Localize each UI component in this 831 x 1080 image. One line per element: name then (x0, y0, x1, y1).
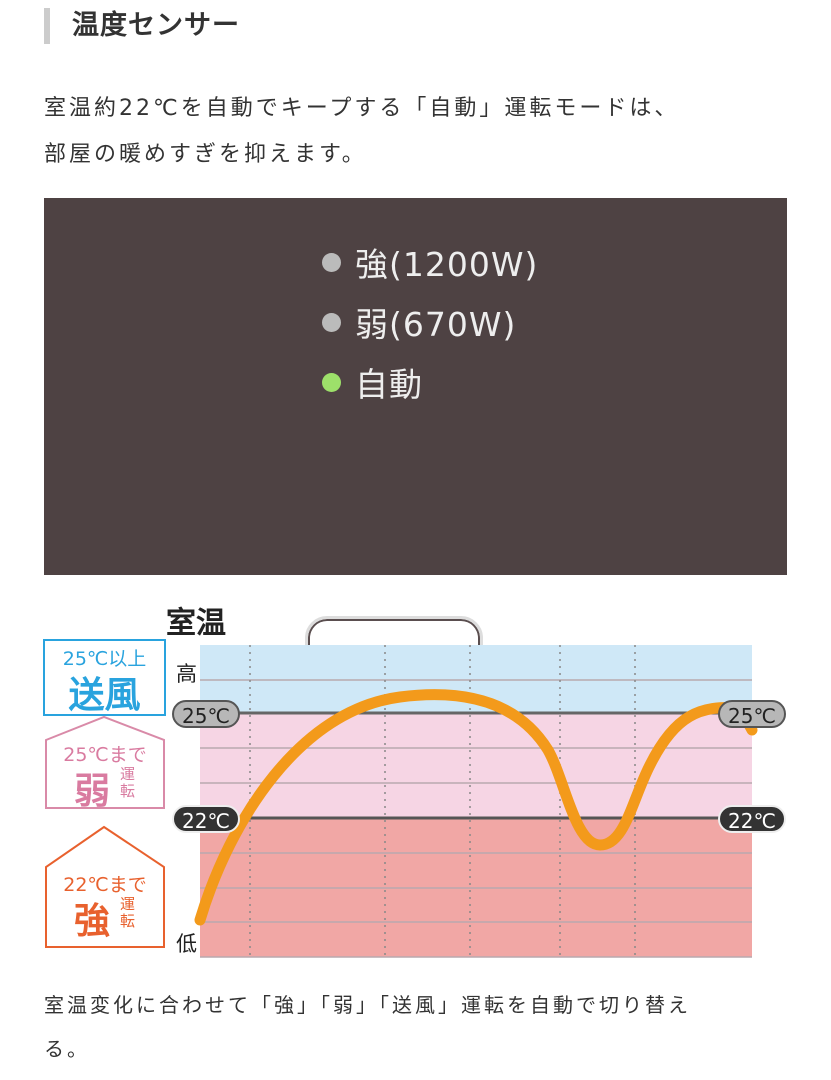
section-heading: 温度センサー (44, 8, 240, 44)
intro-line-2: 部屋の暖めすぎを抑えます。 (44, 142, 367, 167)
chart-title: 室温 (166, 606, 226, 641)
temperature-curve (194, 689, 758, 926)
strong-zone-line2: 強 (74, 901, 111, 942)
low-label: 低 (176, 932, 197, 956)
strong-zone-line1: 22℃まで (63, 874, 147, 896)
footer-line-1: 室温変化に合わせて「強」「弱」「送風」運転を自動で切り替え (44, 993, 691, 1017)
weak-band (200, 713, 752, 818)
threshold-25-left: 25℃ (172, 700, 240, 728)
strong-zone-house (45, 825, 165, 948)
chart-graphic (43, 639, 758, 958)
fan-zone-line1: 25℃以上 (62, 648, 147, 670)
weak-zone-line2: 弱 (74, 771, 111, 812)
mode-strong: 強(1200W) (322, 238, 538, 286)
strong-zone-sub: 運転 (120, 895, 136, 930)
mode-label: 自動 (355, 365, 423, 404)
intro-line-1: 室温約22℃を自動でキープする「自動」運転モードは、 (44, 96, 680, 121)
threshold-25-right: 25℃ (718, 700, 786, 728)
high-label: 高 (176, 662, 197, 686)
mode-weak: 弱(670W) (322, 298, 516, 346)
temperature-chart: 室温 高 低 25℃ 22℃ 25℃ 22℃ 25℃以上 送風 25℃まで 弱 … (0, 590, 831, 970)
weak-zone-line1: 25℃まで (63, 744, 147, 766)
weak-zone-house (45, 715, 165, 809)
control-panel-image: 強(1200W) 弱(670W) 自動 温風 (44, 198, 787, 742)
led-icon (322, 312, 341, 332)
threshold-22-right: 22℃ (718, 805, 786, 833)
footer-line-2: る。 (44, 1037, 90, 1061)
mode-label: 弱(670W) (355, 305, 517, 344)
fan-zone-line2: 送風 (68, 675, 141, 716)
led-icon (322, 252, 341, 272)
led-icon (322, 372, 341, 392)
mode-auto: 自動 (322, 358, 423, 406)
threshold-22-left: 22℃ (172, 805, 240, 833)
mode-label: 強(1200W) (355, 245, 539, 284)
weak-zone-sub: 運転 (120, 765, 136, 800)
fan-zone-box (43, 639, 166, 716)
